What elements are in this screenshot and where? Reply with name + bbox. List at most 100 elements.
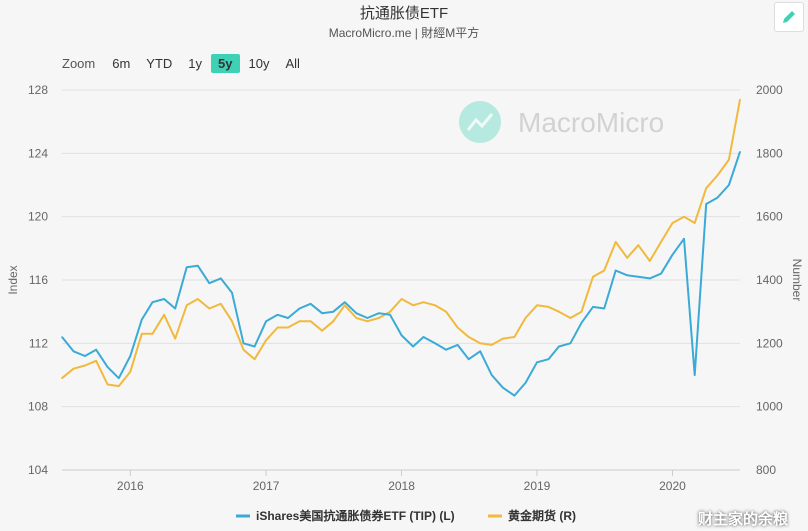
data-point	[208, 307, 211, 310]
data-point	[513, 336, 516, 338]
right-tick-label: 800	[756, 463, 776, 477]
left-tick-label: 116	[29, 273, 48, 287]
data-point	[716, 174, 719, 177]
left-tick-label: 104	[28, 463, 48, 477]
zoom-5y-button[interactable]: 5y	[211, 54, 240, 73]
data-point	[434, 342, 436, 345]
data-point	[72, 367, 75, 370]
data-point	[151, 301, 154, 303]
data-point	[366, 320, 369, 322]
data-point	[536, 304, 538, 307]
zoom-all-button[interactable]: All	[285, 56, 300, 71]
data-point	[197, 298, 199, 300]
data-point	[309, 320, 312, 322]
data-point	[287, 317, 289, 319]
edit-button[interactable]	[774, 2, 804, 32]
data-point	[332, 310, 335, 313]
x-tick-label: 2020	[659, 479, 686, 493]
data-point	[140, 333, 143, 335]
grid-layer	[62, 89, 740, 471]
data-point	[524, 382, 527, 384]
x-tick-label: 2016	[117, 479, 144, 493]
data-point	[728, 184, 730, 186]
data-point	[536, 361, 538, 364]
chart-subtitle: MacroMicro.me | 財經M平方	[328, 26, 480, 40]
data-point	[366, 317, 369, 319]
data-point	[580, 321, 583, 324]
data-point	[693, 374, 696, 376]
data-point	[185, 304, 188, 307]
data-point	[129, 355, 132, 357]
data-point	[174, 307, 176, 310]
x-tick-label: 2019	[524, 479, 551, 493]
data-point	[513, 394, 516, 397]
x-tick-label: 2017	[253, 479, 280, 493]
data-point	[558, 345, 560, 348]
data-point	[739, 98, 741, 101]
data-point	[445, 348, 447, 351]
left-tick-label: 128	[28, 83, 48, 97]
data-point	[660, 241, 662, 243]
data-point	[547, 306, 550, 308]
data-point	[422, 301, 425, 303]
data-point	[592, 276, 594, 278]
data-point	[683, 215, 685, 218]
legend[interactable]: iShares美国抗通胀债券ETF (TIP) (L) 黄金期货 (R)	[236, 508, 576, 523]
data-point	[412, 304, 414, 307]
data-point	[400, 334, 403, 337]
data-point	[716, 196, 719, 199]
data-point	[569, 342, 572, 345]
data-point	[287, 326, 289, 329]
data-point	[434, 304, 436, 307]
data-point	[728, 158, 730, 161]
left-tick-label: 120	[28, 210, 48, 224]
data-point	[355, 312, 358, 315]
chart-title: 抗通胀债ETF	[359, 5, 449, 22]
data-point	[671, 222, 674, 224]
data-point	[626, 274, 628, 277]
data-point	[445, 310, 447, 313]
data-point	[569, 317, 572, 319]
data-point	[265, 320, 267, 322]
data-point	[580, 310, 583, 313]
left-tick-label: 112	[29, 336, 48, 350]
data-point	[683, 238, 685, 240]
data-point	[705, 203, 708, 205]
data-point	[479, 350, 482, 353]
zoom-ytd-button[interactable]: YTD	[146, 56, 173, 71]
data-point	[332, 320, 335, 322]
zoom-1y-button[interactable]: 1y	[188, 56, 203, 71]
right-axis-title: Number	[790, 259, 804, 302]
data-point	[220, 302, 222, 305]
data-point	[603, 269, 605, 272]
zoom-6m-button[interactable]: 6m	[112, 56, 131, 71]
left-tick-label: 108	[28, 400, 48, 414]
watermark-logo: MacroMicro	[459, 101, 664, 143]
data-point	[231, 291, 233, 294]
zoom-10y-button[interactable]: 10y	[248, 56, 270, 71]
data-point	[106, 366, 109, 368]
data-point	[378, 312, 380, 315]
data-point	[626, 257, 628, 259]
data-point	[389, 310, 391, 313]
data-point	[739, 150, 741, 153]
data-point	[253, 345, 256, 348]
data-point	[378, 317, 380, 319]
data-point	[456, 326, 459, 329]
pencil-icon	[783, 11, 795, 23]
data-point	[276, 314, 279, 316]
data-point	[343, 304, 346, 307]
data-point	[637, 276, 640, 278]
data-point	[106, 383, 109, 386]
data-point	[61, 336, 63, 338]
data-point	[117, 377, 120, 379]
data-point	[637, 244, 640, 246]
data-point	[231, 320, 233, 322]
legend-label-tip: iShares美国抗通胀债券ETF (TIP) (L)	[256, 508, 455, 523]
right-tick-label: 2000	[756, 83, 783, 97]
data-point	[355, 317, 358, 319]
data-point	[479, 342, 482, 345]
data-point	[220, 277, 222, 280]
data-point	[276, 326, 279, 329]
